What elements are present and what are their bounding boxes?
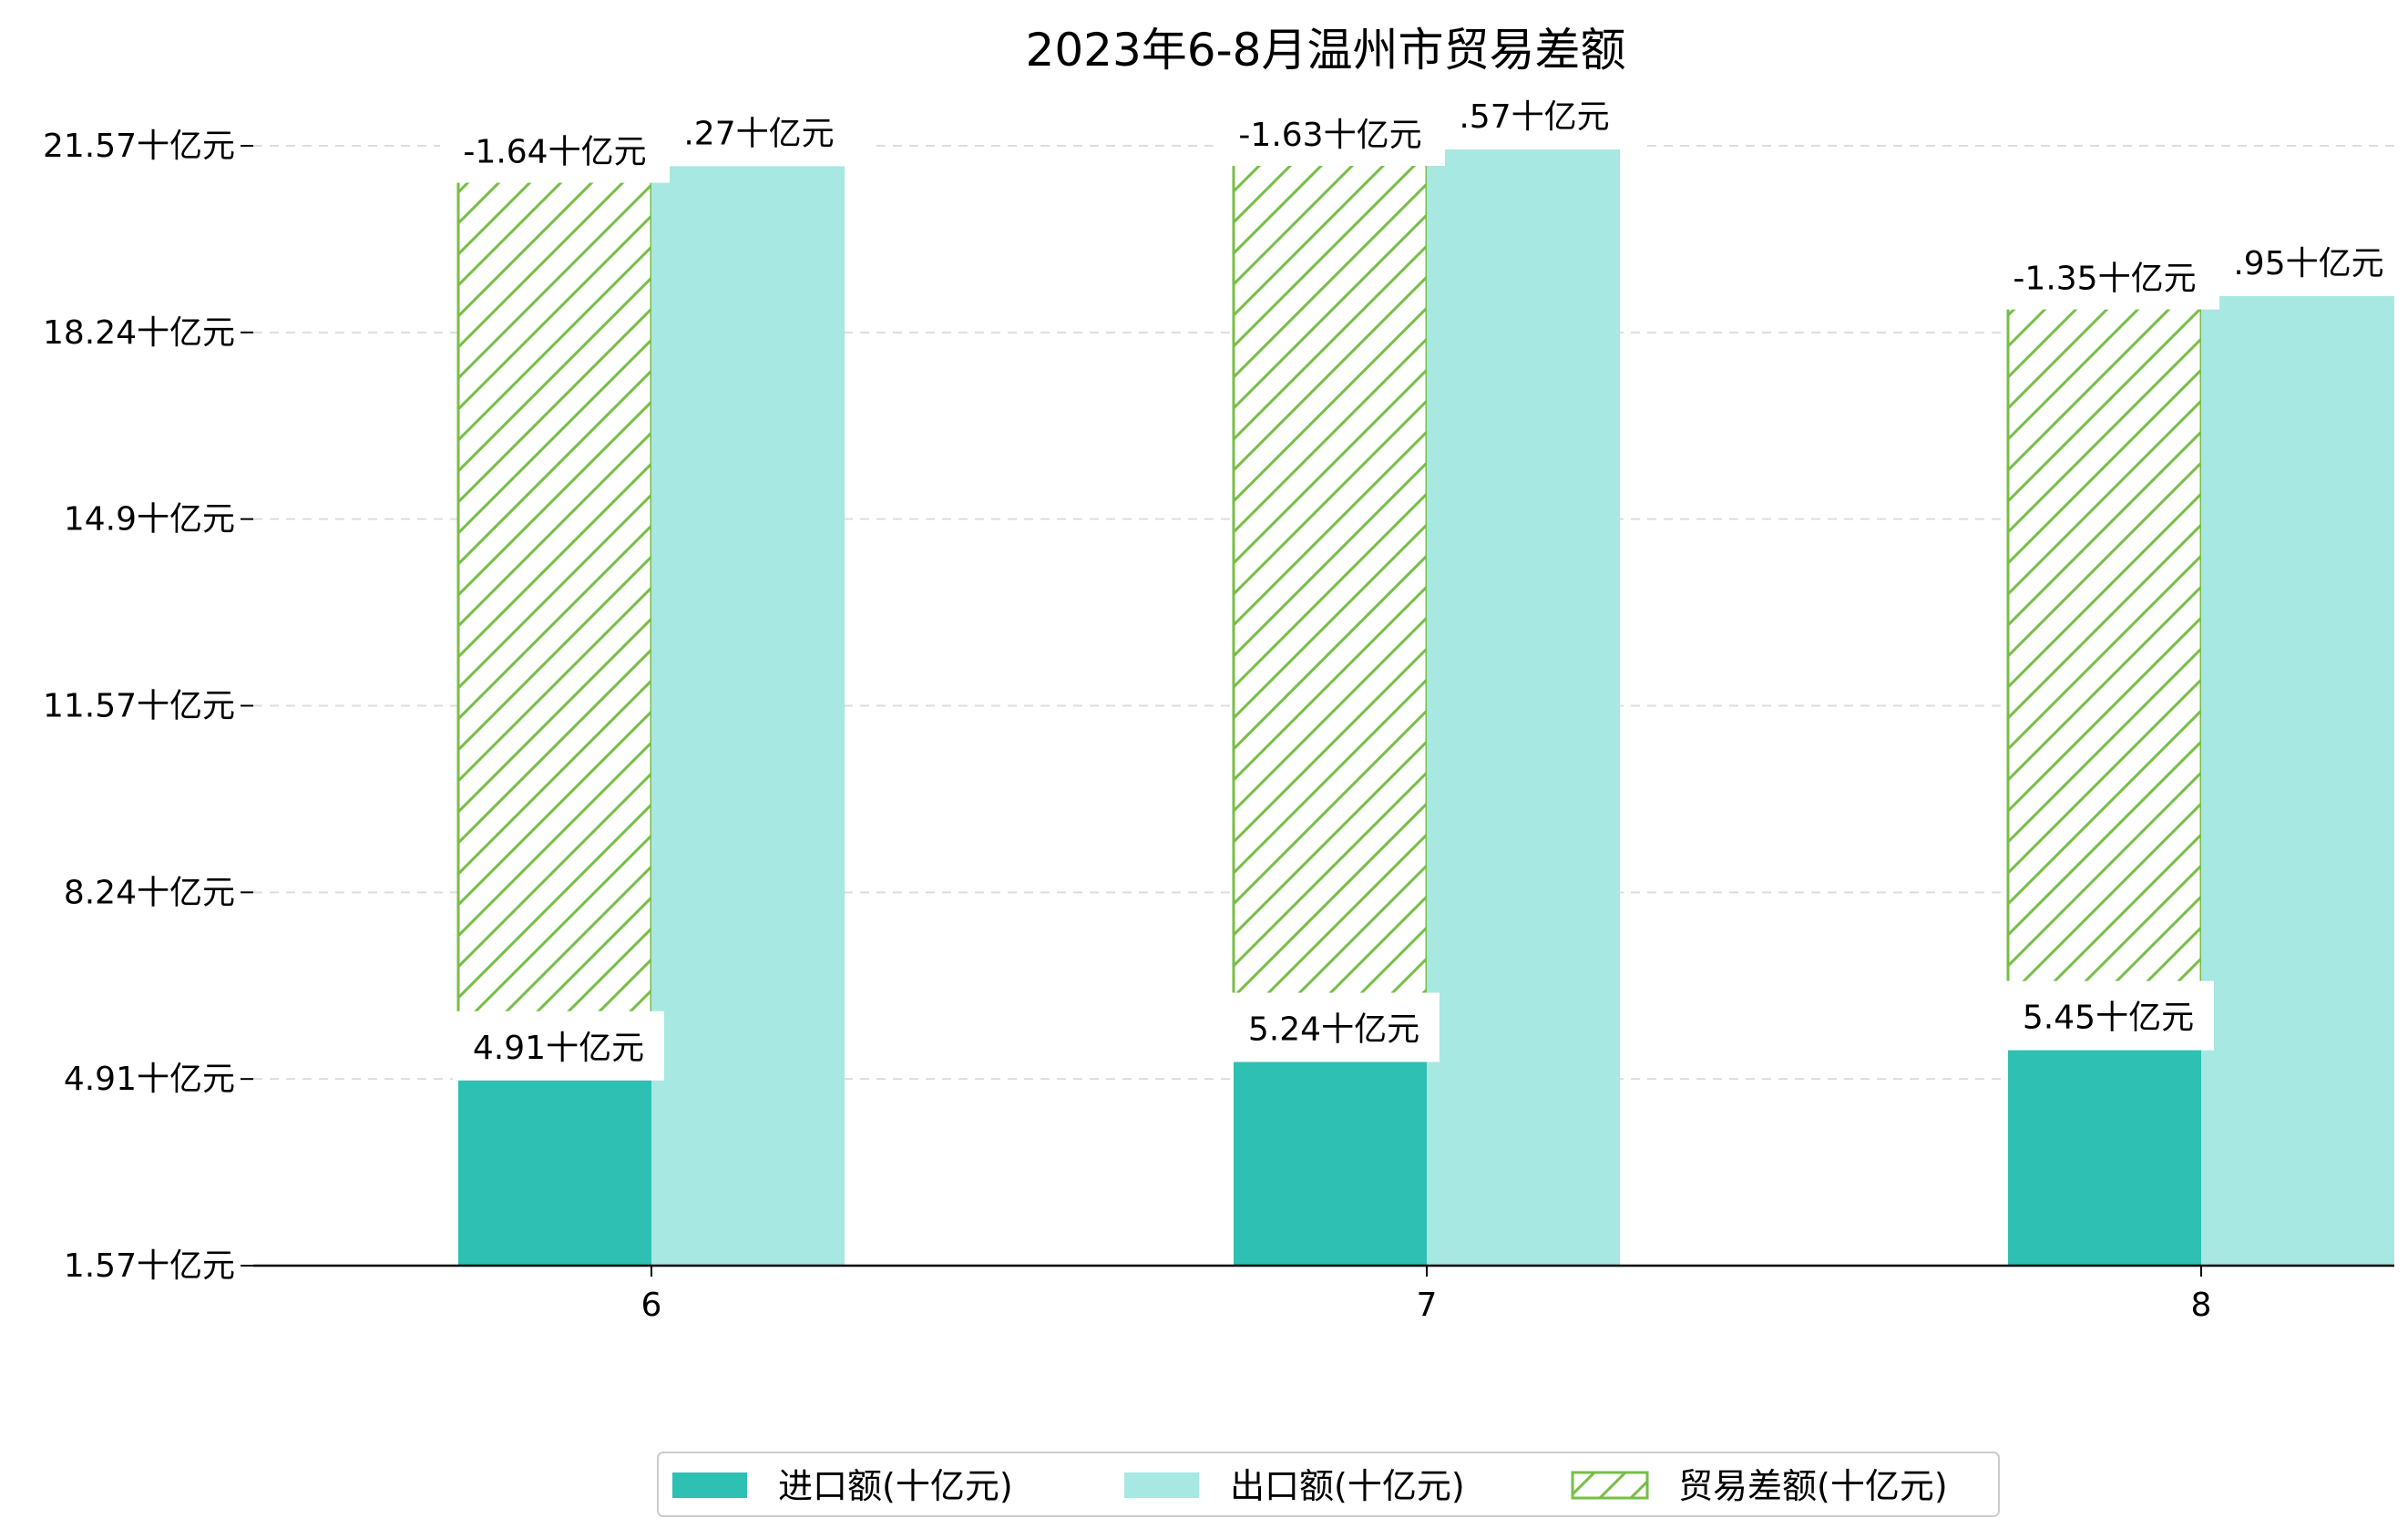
chart-title: 2023年6-8月温州市贸易差额 [1026,24,1626,77]
import-value-label: 5.45十亿元 [2023,1000,2194,1037]
import-value-label: 5.24十亿元 [1248,1011,1419,1048]
y-tick-label: 14.9十亿元 [64,501,235,539]
balance-value-label: -1.63十亿元 [1238,117,1421,154]
y-tick-label: 1.57十亿元 [64,1247,235,1285]
balance-label-box [1990,252,2219,310]
legend-swatch [1124,1472,1199,1498]
data-labels: .27十亿元 -1.64十亿元 4.91十亿元 .57十亿元 -1.63十亿元 5.24十… [440,93,2408,1081]
bar-import [2008,1048,2201,1266]
y-tick-label: 18.24十亿元 [43,314,235,352]
y-tick-label: 8.24十亿元 [64,874,235,911]
bar-trade-balance [1232,162,1429,1062]
legend-label: 贸易差额(十亿元) [1678,1466,1948,1506]
x-tick-label: 7 [1417,1287,1438,1324]
import-label-box [453,1011,664,1081]
legend-box [657,1452,2000,1517]
balance-value-label: -1.64十亿元 [463,134,646,171]
export-value-label: .95十亿元 [2233,245,2383,282]
import-label-box [1228,992,1440,1062]
bar-export [1427,146,1620,1266]
import-label-box [2003,980,2214,1051]
x-tick-label: 8 [2191,1287,2212,1324]
export-value-label: .57十亿元 [1459,98,1609,136]
bar-import [458,1078,651,1266]
export-label-box [1436,93,1647,149]
bar-import [1234,1060,1427,1266]
bar-export [2201,292,2394,1266]
y-tick-label: 4.91十亿元 [64,1061,235,1098]
axes: 1.57十亿元 4.91十亿元 8.24十亿元 11.57十亿元 14.9十亿元 18.2… [43,128,2394,1324]
bar-trade-balance [2006,306,2203,1051]
balance-label-box [440,126,670,183]
y-tick-label: 11.57十亿元 [43,688,235,725]
y-tick-label: 21.57十亿元 [43,128,235,165]
bar-export [651,162,845,1266]
export-label-box [661,109,872,167]
import-value-label: 4.91十亿元 [473,1030,644,1067]
export-value-label: .27十亿元 [683,115,834,152]
legend-label: 出口额(十亿元) [1230,1466,1465,1506]
export-label-box [2210,239,2408,296]
legend: 进口额(十亿元) 出口额(十亿元) 贸易差额(十亿元) [657,1452,2000,1517]
x-tick-label: 6 [641,1287,662,1324]
legend-label: 进口额(十亿元) [778,1466,1013,1506]
bar-trade-balance [456,180,653,1081]
bars [456,146,2394,1266]
balance-label-box [1215,109,1445,167]
balance-value-label: -1.35十亿元 [2013,261,2196,298]
legend-swatch [672,1472,747,1498]
legend-swatch [1571,1471,1649,1500]
